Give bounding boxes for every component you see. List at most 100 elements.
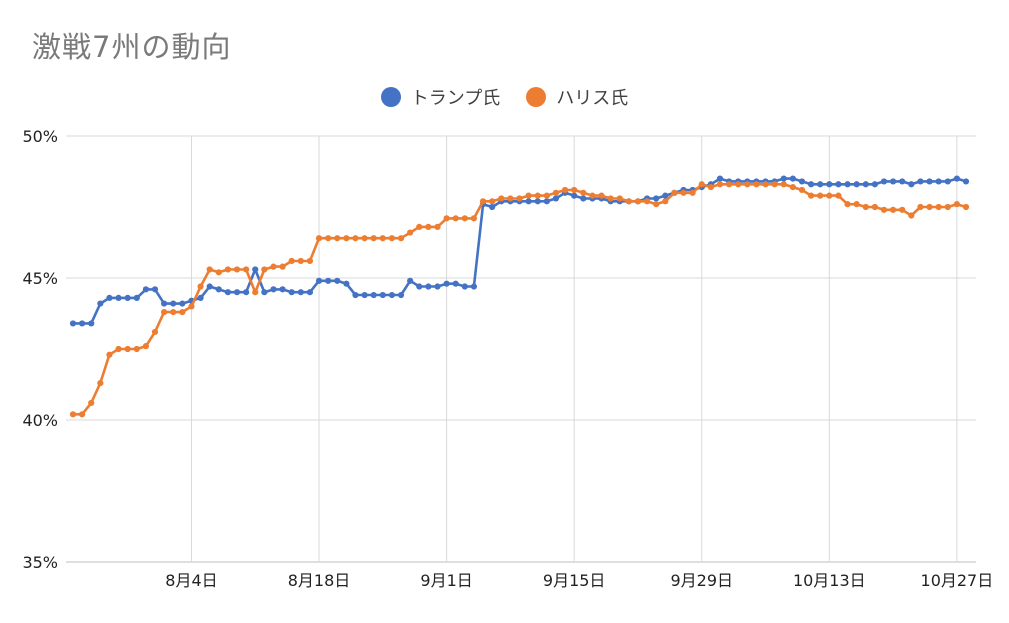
data-point-harris bbox=[771, 181, 778, 188]
data-point-trump bbox=[798, 178, 806, 185]
data-point-harris bbox=[853, 201, 860, 208]
data-point-harris bbox=[817, 192, 824, 199]
data-point-harris bbox=[479, 198, 487, 205]
data-point-harris bbox=[97, 379, 104, 387]
data-point-harris bbox=[716, 181, 724, 188]
data-point-harris bbox=[325, 235, 332, 242]
data-point-harris bbox=[662, 198, 669, 205]
data-point-trump bbox=[142, 286, 149, 293]
data-point-harris bbox=[243, 266, 250, 273]
data-point-harris bbox=[142, 343, 149, 350]
data-point-harris bbox=[789, 184, 796, 191]
data-point-harris bbox=[953, 201, 960, 208]
data-point-harris bbox=[115, 345, 122, 353]
data-point-harris bbox=[516, 195, 523, 202]
data-point-harris bbox=[899, 206, 906, 213]
data-point-harris bbox=[397, 235, 405, 242]
data-point-trump bbox=[890, 178, 897, 185]
data-point-trump bbox=[315, 277, 323, 284]
data-point-harris bbox=[206, 266, 213, 273]
data-point-harris bbox=[871, 203, 878, 211]
x-tick-label: 8月18日 bbox=[288, 571, 351, 590]
data-point-harris bbox=[561, 186, 569, 194]
data-point-harris bbox=[224, 266, 232, 273]
data-point-trump bbox=[807, 181, 815, 188]
x-tick-label: 8月4日 bbox=[165, 571, 217, 590]
data-point-harris bbox=[498, 195, 505, 202]
data-point-harris bbox=[334, 235, 341, 242]
data-point-trump bbox=[97, 300, 104, 307]
data-point-trump bbox=[862, 181, 869, 188]
data-point-harris bbox=[625, 198, 632, 205]
chart-title: 激戦7州の動向 bbox=[32, 30, 232, 64]
data-point-harris bbox=[643, 198, 651, 205]
data-point-harris bbox=[170, 308, 177, 316]
series-line-harris bbox=[71, 183, 968, 416]
data-point-harris bbox=[379, 235, 386, 242]
data-point-trump bbox=[161, 300, 168, 307]
data-point-harris bbox=[416, 223, 423, 230]
data-point-harris bbox=[525, 192, 532, 199]
data-point-harris bbox=[315, 235, 323, 242]
data-point-harris bbox=[917, 203, 924, 211]
data-point-trump bbox=[361, 291, 368, 299]
data-point-trump bbox=[252, 266, 259, 273]
data-point-trump bbox=[780, 175, 787, 182]
data-point-harris bbox=[807, 192, 815, 199]
data-point-trump bbox=[115, 294, 122, 301]
data-point-trump bbox=[525, 198, 532, 205]
data-point-harris bbox=[735, 181, 742, 188]
data-point-harris bbox=[188, 303, 195, 310]
x-tick-label: 9月1日 bbox=[420, 571, 472, 590]
data-point-harris bbox=[707, 184, 714, 191]
data-point-trump bbox=[835, 181, 842, 188]
legend-item-harris: ハリス氏 bbox=[526, 84, 628, 110]
y-axis: 50% 45% 40% 35% bbox=[22, 127, 58, 572]
data-point-trump bbox=[461, 283, 468, 290]
data-point-harris bbox=[798, 186, 806, 194]
data-point-trump bbox=[880, 178, 888, 185]
data-point-harris bbox=[598, 192, 605, 199]
data-point-harris bbox=[926, 203, 933, 211]
data-point-trump bbox=[470, 283, 478, 290]
data-point-harris bbox=[753, 181, 760, 188]
data-point-harris bbox=[653, 201, 660, 208]
y-tick-label: 50% bbox=[22, 127, 58, 146]
data-point-trump bbox=[170, 300, 177, 307]
data-point-trump bbox=[297, 289, 304, 296]
data-point-trump bbox=[662, 192, 669, 199]
data-point-harris bbox=[124, 345, 131, 353]
data-point-trump bbox=[206, 283, 213, 290]
data-point-trump bbox=[552, 195, 560, 202]
data-point-harris bbox=[607, 195, 614, 202]
data-point-harris bbox=[470, 215, 478, 222]
data-point-harris bbox=[571, 186, 578, 194]
data-point-harris bbox=[835, 192, 842, 199]
data-point-harris bbox=[179, 308, 186, 316]
data-point-harris bbox=[489, 198, 496, 205]
data-point-trump bbox=[534, 198, 541, 205]
data-point-trump bbox=[69, 320, 77, 327]
data-point-trump bbox=[716, 175, 724, 182]
data-point-trump bbox=[962, 178, 970, 185]
data-point-trump bbox=[580, 195, 587, 202]
data-point-trump bbox=[270, 286, 277, 293]
data-point-harris bbox=[151, 328, 159, 336]
data-point-harris bbox=[288, 257, 295, 265]
data-point-trump bbox=[224, 289, 232, 296]
data-point-harris bbox=[844, 201, 851, 208]
data-point-harris bbox=[370, 235, 377, 242]
data-point-trump bbox=[343, 280, 350, 287]
data-point-harris bbox=[461, 215, 468, 222]
data-point-trump bbox=[571, 192, 578, 199]
data-point-harris bbox=[543, 192, 550, 199]
legend-marker-harris bbox=[526, 87, 547, 107]
data-point-harris bbox=[507, 195, 514, 202]
data-point-harris bbox=[388, 235, 396, 242]
legend-marker-trump bbox=[380, 87, 401, 107]
x-axis: 8月4日 8月18日 9月1日 9月15日 9月29日 10月13日 10月27日 bbox=[165, 571, 993, 590]
data-point-harris bbox=[908, 212, 915, 219]
data-point-harris bbox=[297, 257, 304, 265]
data-point-harris bbox=[306, 257, 314, 265]
data-point-harris bbox=[352, 235, 359, 242]
